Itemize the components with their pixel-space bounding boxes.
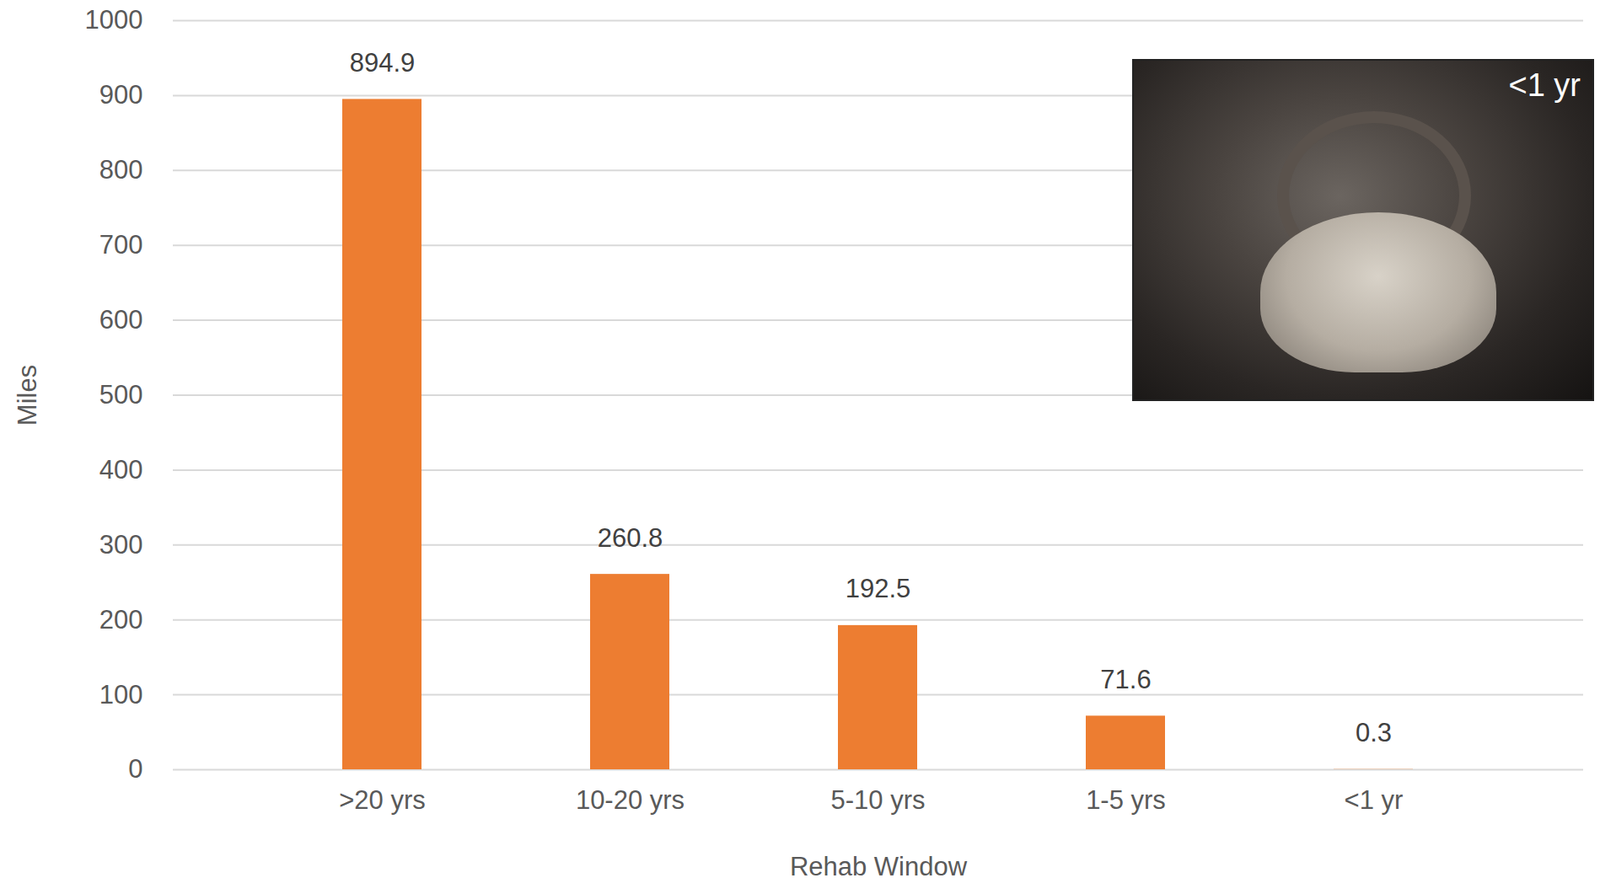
svg-text:71.6: 71.6 — [1100, 665, 1151, 695]
svg-text:1-5 yrs: 1-5 yrs — [1085, 785, 1166, 816]
svg-text:<1 yr: <1 yr — [1344, 785, 1404, 816]
html-text:<1 yr: <1 yr — [1508, 67, 1581, 103]
svg-text:0.3: 0.3 — [1355, 718, 1392, 748]
svg-text:400: 400 — [99, 455, 144, 485]
svg-text:>20 yrs: >20 yrs — [338, 785, 426, 816]
svg-text:200: 200 — [99, 605, 144, 635]
svg-text:100: 100 — [99, 680, 144, 710]
svg-text:260.8: 260.8 — [597, 523, 664, 554]
svg-text:600: 600 — [99, 305, 144, 335]
svg-text:Miles: Miles — [12, 365, 43, 426]
svg-text:0: 0 — [128, 754, 143, 784]
svg-text:192.5: 192.5 — [845, 574, 912, 604]
svg-text:500: 500 — [99, 380, 144, 410]
svg-text:10-20 yrs: 10-20 yrs — [575, 785, 685, 816]
svg-text:5-10 yrs: 5-10 yrs — [831, 785, 926, 816]
svg-text:1000: 1000 — [85, 5, 144, 35]
svg-text:300: 300 — [99, 530, 144, 560]
svg-text:894.9: 894.9 — [349, 48, 416, 78]
svg-text:700: 700 — [99, 230, 144, 260]
svg-text:800: 800 — [99, 155, 144, 185]
svg-text:900: 900 — [99, 80, 144, 110]
svg-text:Rehab Window: Rehab Window — [789, 852, 968, 882]
